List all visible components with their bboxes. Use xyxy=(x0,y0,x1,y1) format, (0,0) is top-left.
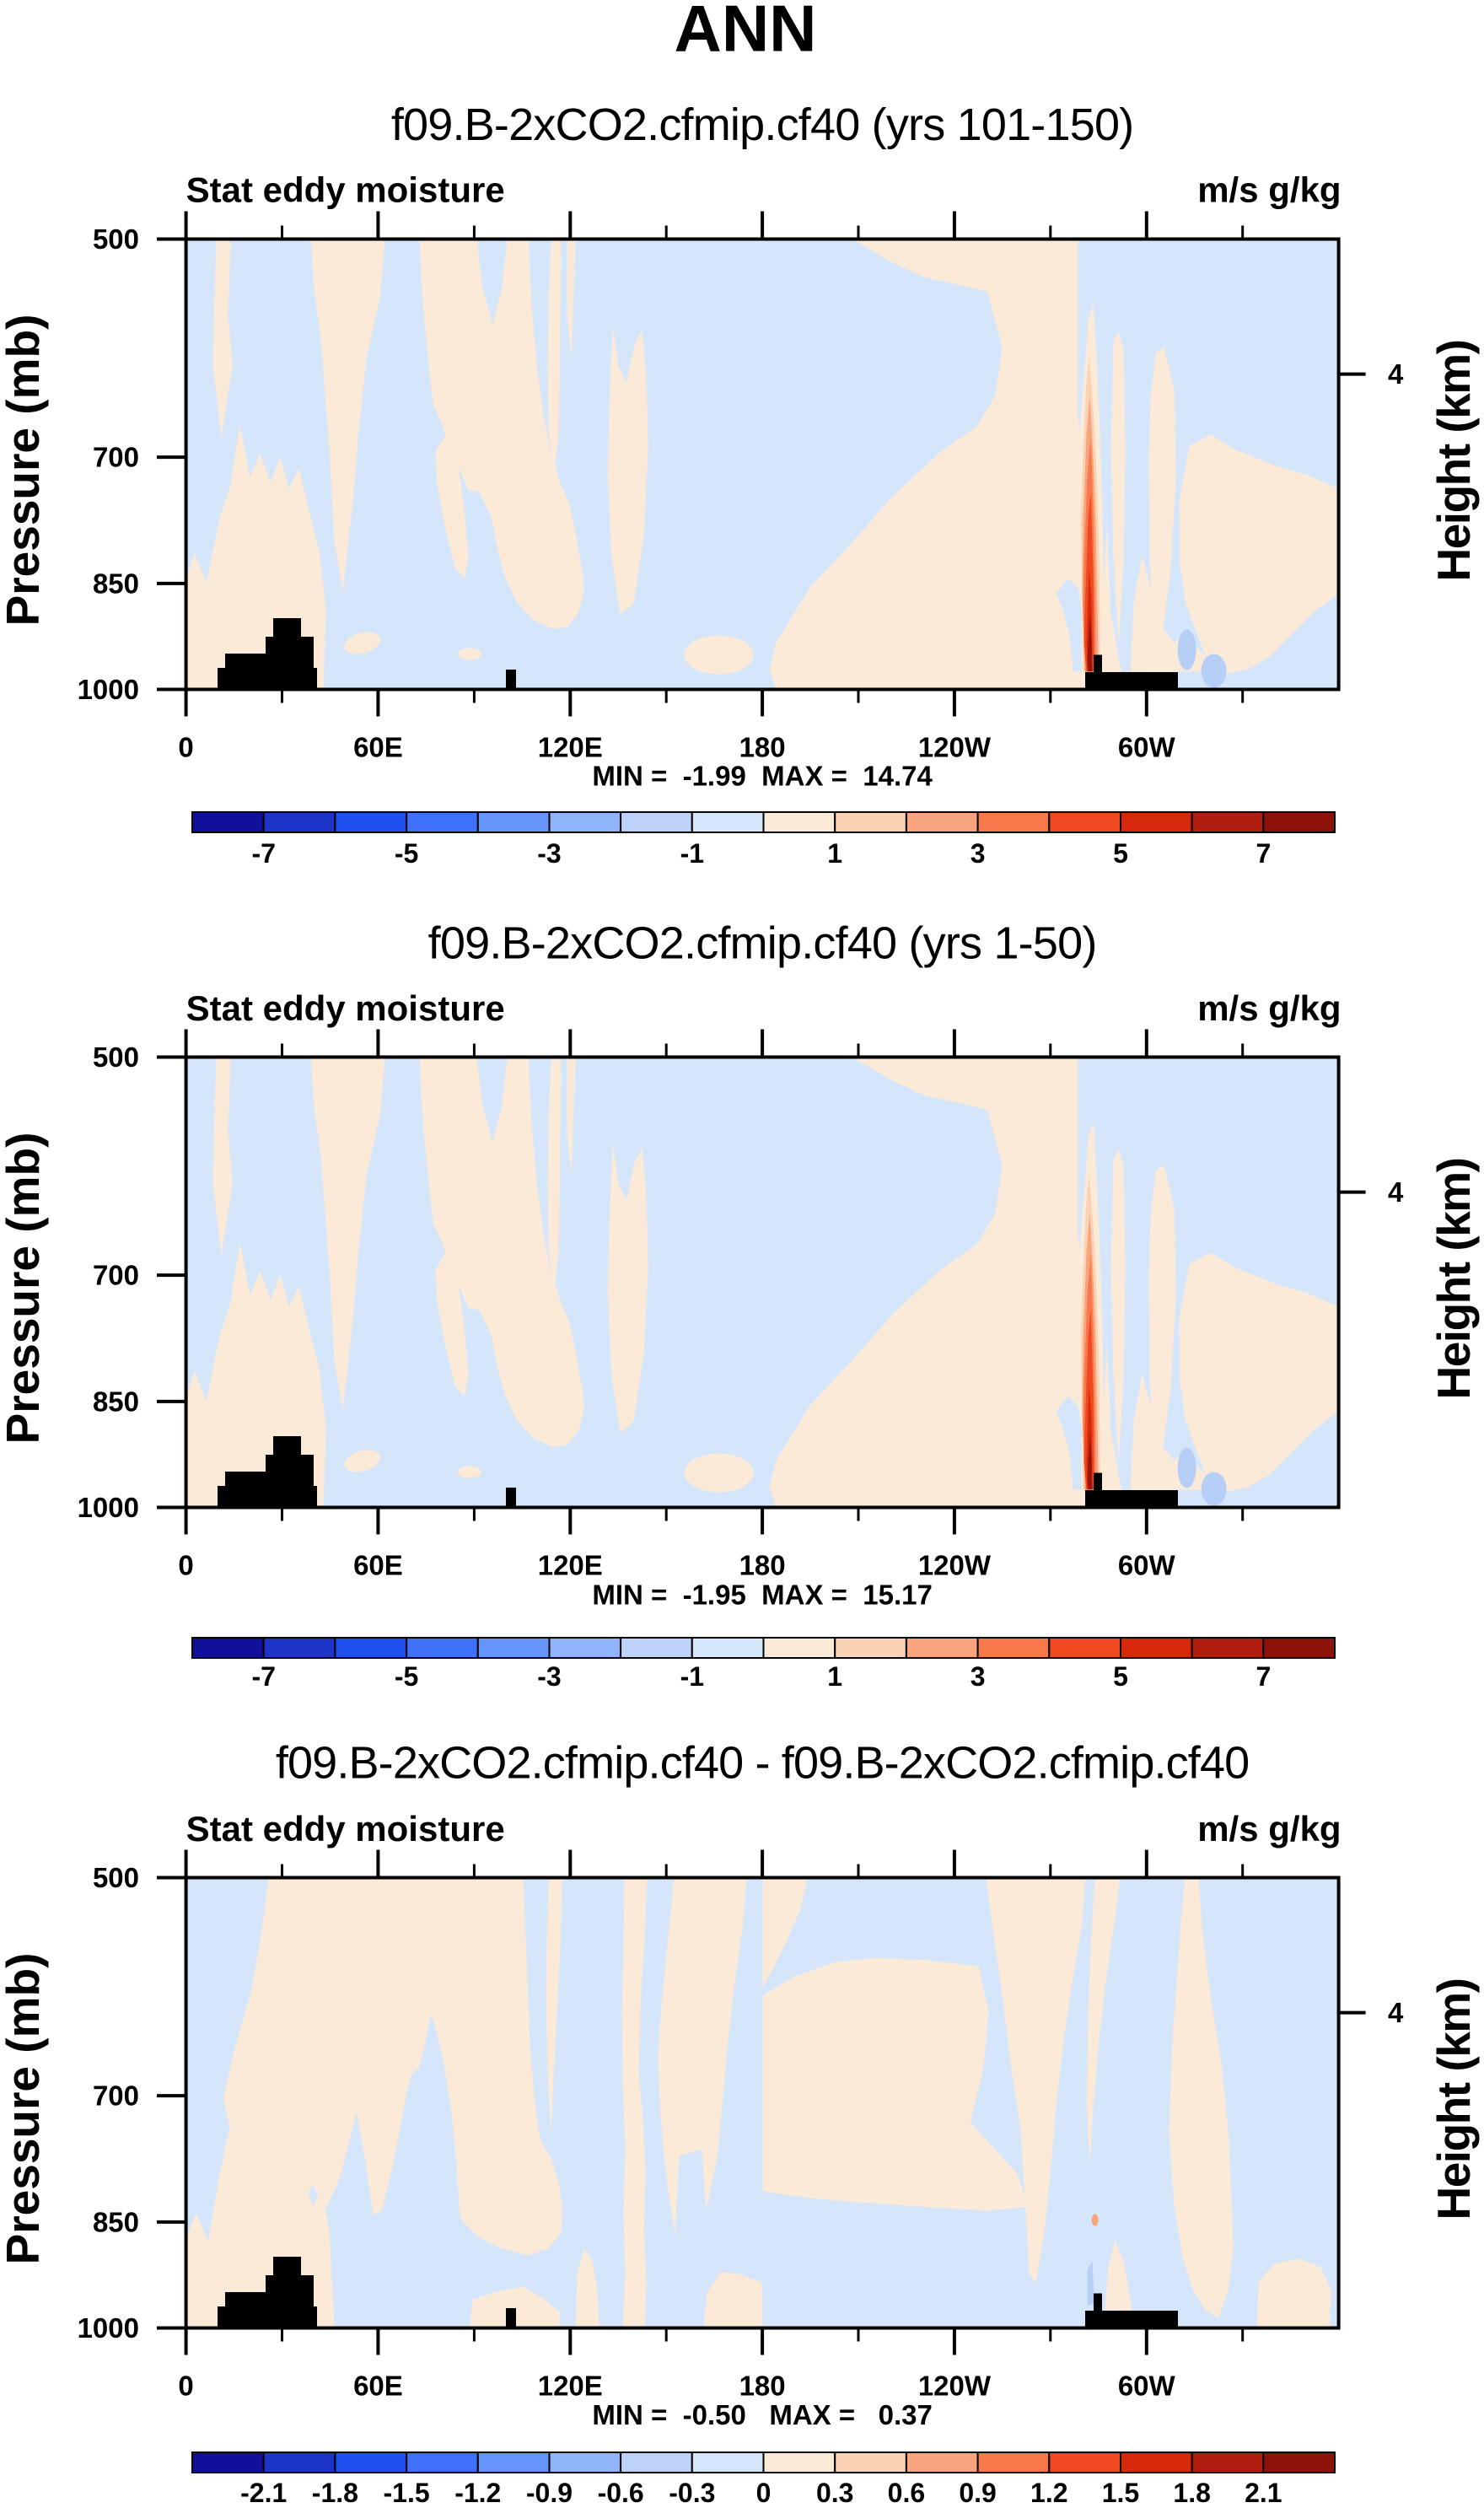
svg-text:-1: -1 xyxy=(680,838,704,869)
svg-text:60E: 60E xyxy=(353,732,403,763)
svg-text:4: 4 xyxy=(1388,358,1404,390)
svg-text:60W: 60W xyxy=(1118,2371,1176,2402)
svg-text:f09.B-2xCO2.cfmip.cf40 (yrs 1-: f09.B-2xCO2.cfmip.cf40 (yrs 1-50) xyxy=(428,918,1097,969)
svg-text:-0.3: -0.3 xyxy=(669,2478,715,2508)
svg-text:-1.8: -1.8 xyxy=(312,2478,358,2508)
svg-text:180: 180 xyxy=(739,2371,786,2402)
svg-text:4: 4 xyxy=(1388,1997,1404,2028)
svg-text:180: 180 xyxy=(739,1550,786,1581)
svg-text:1: 1 xyxy=(827,1661,842,1692)
svg-text:5: 5 xyxy=(1113,1661,1128,1692)
svg-text:60W: 60W xyxy=(1118,1550,1176,1581)
svg-text:-1.5: -1.5 xyxy=(383,2478,429,2508)
svg-text:m/s g/kg: m/s g/kg xyxy=(1197,1809,1341,1849)
svg-text:0: 0 xyxy=(178,1550,193,1581)
svg-text:7: 7 xyxy=(1255,1661,1271,1692)
svg-text:120E: 120E xyxy=(538,2371,603,2402)
svg-text:0: 0 xyxy=(756,2478,772,2508)
svg-text:Pressure (mb): Pressure (mb) xyxy=(0,315,49,627)
svg-text:1.8: 1.8 xyxy=(1173,2478,1210,2508)
svg-text:m/s g/kg: m/s g/kg xyxy=(1197,988,1341,1028)
svg-text:-1.2: -1.2 xyxy=(454,2478,501,2508)
svg-text:0: 0 xyxy=(178,732,193,763)
svg-text:5: 5 xyxy=(1113,838,1128,869)
svg-text:MIN = -0.50 MAX = 0.37: MIN = -0.50 MAX = 0.37 xyxy=(592,2399,933,2430)
svg-text:0.6: 0.6 xyxy=(888,2478,925,2508)
svg-text:-5: -5 xyxy=(395,838,418,869)
svg-text:Height (km): Height (km) xyxy=(1428,1159,1480,1400)
svg-text:f09.B-2xCO2.cfmip.cf40 (yrs 10: f09.B-2xCO2.cfmip.cf40 (yrs 101-150) xyxy=(391,100,1134,150)
svg-text:3: 3 xyxy=(971,838,986,869)
svg-text:700: 700 xyxy=(93,2080,139,2112)
svg-text:-0.6: -0.6 xyxy=(598,2478,644,2508)
svg-text:0.3: 0.3 xyxy=(816,2478,853,2508)
svg-text:0.9: 0.9 xyxy=(959,2478,996,2508)
svg-text:120E: 120E xyxy=(538,1550,603,1581)
svg-text:0: 0 xyxy=(178,2371,193,2402)
svg-text:1.5: 1.5 xyxy=(1102,2478,1139,2508)
svg-text:MIN = -1.95 MAX = 15.17: MIN = -1.95 MAX = 15.17 xyxy=(592,1580,933,1611)
svg-text:1.2: 1.2 xyxy=(1030,2478,1067,2508)
svg-text:120W: 120W xyxy=(918,2371,992,2402)
svg-text:-3: -3 xyxy=(537,1661,561,1692)
svg-text:120W: 120W xyxy=(918,1550,992,1581)
svg-text:-1: -1 xyxy=(680,1661,704,1692)
svg-text:Stat eddy moisture: Stat eddy moisture xyxy=(186,988,505,1028)
svg-text:1000: 1000 xyxy=(78,2312,139,2344)
svg-text:850: 850 xyxy=(93,2206,139,2237)
svg-text:-2.1: -2.1 xyxy=(240,2478,287,2508)
svg-text:-7: -7 xyxy=(251,1661,275,1692)
svg-text:Pressure (mb): Pressure (mb) xyxy=(0,1953,49,2265)
svg-text:Pressure (mb): Pressure (mb) xyxy=(0,1133,49,1445)
svg-text:f09.B-2xCO2.cfmip.cf40 - f09.B: f09.B-2xCO2.cfmip.cf40 - f09.B-2xCO2.cfm… xyxy=(276,1738,1249,1789)
svg-text:1000: 1000 xyxy=(78,1492,139,1523)
svg-text:-5: -5 xyxy=(395,1661,418,1692)
svg-text:3: 3 xyxy=(971,1661,986,1692)
svg-text:-0.9: -0.9 xyxy=(526,2478,573,2508)
svg-text:500: 500 xyxy=(93,1041,139,1073)
svg-text:Stat eddy moisture: Stat eddy moisture xyxy=(186,170,505,210)
svg-text:850: 850 xyxy=(93,1386,139,1417)
svg-text:Height (km): Height (km) xyxy=(1428,341,1480,582)
svg-text:Stat eddy moisture: Stat eddy moisture xyxy=(186,1809,505,1849)
svg-text:-7: -7 xyxy=(251,838,275,869)
svg-text:1: 1 xyxy=(827,838,842,869)
svg-text:ANN: ANN xyxy=(675,0,817,66)
svg-text:120E: 120E xyxy=(538,732,603,763)
svg-text:60E: 60E xyxy=(353,2371,403,2402)
svg-text:2.1: 2.1 xyxy=(1245,2478,1282,2508)
svg-text:120W: 120W xyxy=(918,732,992,763)
svg-text:700: 700 xyxy=(93,442,139,473)
svg-text:60E: 60E xyxy=(353,1550,403,1581)
svg-text:1000: 1000 xyxy=(78,674,139,705)
svg-text:850: 850 xyxy=(93,568,139,599)
svg-text:500: 500 xyxy=(93,1862,139,1893)
svg-text:MIN = -1.99 MAX = 14.74: MIN = -1.99 MAX = 14.74 xyxy=(592,761,933,792)
svg-text:Height (km): Height (km) xyxy=(1428,1979,1480,2220)
svg-text:60W: 60W xyxy=(1118,732,1176,763)
svg-text:m/s g/kg: m/s g/kg xyxy=(1197,170,1341,210)
svg-text:700: 700 xyxy=(93,1260,139,1291)
svg-text:-3: -3 xyxy=(537,838,561,869)
svg-text:4: 4 xyxy=(1388,1176,1404,1208)
svg-text:500: 500 xyxy=(93,223,139,255)
svg-text:7: 7 xyxy=(1255,838,1271,869)
svg-text:180: 180 xyxy=(739,732,786,763)
